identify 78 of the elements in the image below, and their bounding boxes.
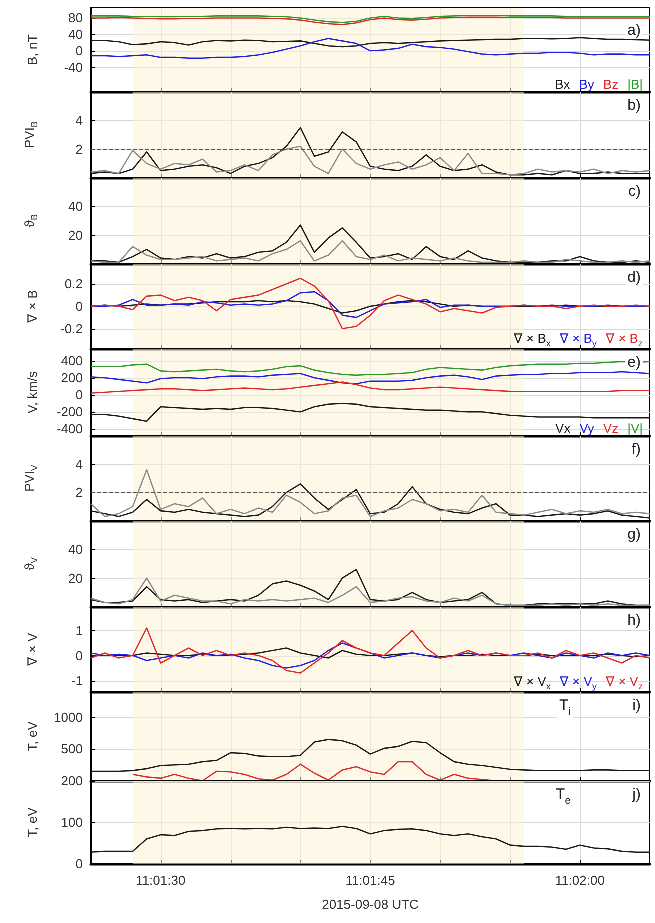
annotation: h)	[628, 612, 642, 629]
y-tick-label: -0.2	[60, 321, 83, 336]
line-series	[90, 628, 651, 674]
line-series	[90, 382, 651, 394]
x-axis-title: 2015-09-08 UTC	[322, 897, 419, 912]
line-series	[90, 402, 651, 422]
y-tick-label: 2	[76, 142, 83, 157]
x-tick-label: 11:01:30	[136, 873, 186, 888]
y-axis-title: ∇ × B	[25, 290, 40, 324]
y-axis-title: ∇ × V	[25, 632, 40, 667]
y-tick-label: 200	[61, 774, 83, 788]
text: Bz	[603, 77, 619, 92]
y-axis-title: ϑB	[22, 214, 40, 228]
y-axis-title: T, eV	[25, 807, 40, 838]
y-tick-label: 1000	[54, 710, 83, 725]
series-label: By	[579, 77, 595, 92]
line-series	[90, 484, 651, 519]
line-series	[90, 16, 651, 26]
y-tick-label: 40	[68, 27, 83, 42]
line-series	[90, 648, 651, 659]
annotation: c)	[628, 183, 642, 200]
line-series	[90, 15, 651, 24]
y-tick-label: 200	[61, 370, 83, 386]
y-tick-label: -1	[71, 673, 83, 688]
y-tick-label: 400	[61, 353, 83, 368]
x-tick-label: 11:02:00	[555, 873, 605, 888]
y-tick-label: 4	[76, 113, 83, 128]
y-axis-title: ϑV	[22, 556, 40, 571]
x-tick-label: 11:01:45	[346, 873, 396, 888]
y-axis-title: B, nT	[25, 34, 40, 66]
annotation: g)	[628, 526, 642, 543]
line-series	[90, 469, 651, 518]
line-series	[90, 240, 651, 264]
line-series	[90, 739, 651, 772]
y-tick-label: 1	[76, 623, 83, 638]
y-tick-label: 500	[61, 742, 83, 757]
line-series	[132, 761, 497, 782]
series-label: Vx	[556, 421, 572, 436]
text: Bx	[555, 77, 571, 92]
y-tick-label: 4	[76, 456, 83, 472]
line-series	[90, 642, 651, 669]
line-series	[90, 127, 651, 176]
annotation: j)	[632, 786, 642, 803]
y-tick-label: 2	[76, 485, 83, 500]
y-axis-title: V, km/s	[25, 370, 40, 414]
annotation: i)	[632, 697, 642, 714]
y-tick-label: 0	[76, 299, 83, 314]
y-axis-title: T, eV	[25, 721, 40, 752]
line-series	[90, 371, 651, 385]
y-axis-title: PVIV	[22, 464, 40, 492]
annotation: b)	[628, 97, 642, 114]
text: Vy	[580, 421, 595, 436]
y-tick-label: 0.2	[64, 276, 83, 292]
y-tick-label: 20	[68, 570, 83, 586]
line-series	[90, 38, 651, 60]
text: |B|	[628, 77, 644, 92]
y-tick-label: 40	[68, 542, 83, 558]
y-tick-label: 100	[61, 815, 83, 830]
y-tick-label: -40	[64, 60, 83, 75]
y-tick-label: -400	[56, 422, 83, 437]
y-tick-label: -200	[56, 404, 83, 420]
annotation: a)	[628, 22, 642, 39]
line-series	[90, 578, 651, 606]
text: Vz	[603, 421, 619, 436]
y-tick-label: 80	[68, 10, 83, 26]
y-tick-label: 0	[76, 44, 83, 59]
y-tick-label: 20	[68, 228, 83, 243]
line-series	[90, 826, 651, 854]
annotation: d)	[628, 269, 642, 286]
y-axis-title: PVIB	[22, 121, 40, 149]
y-tick-label: 0	[76, 648, 83, 664]
text: |V|	[628, 421, 644, 436]
annotation: e)	[628, 354, 642, 371]
annotation: f)	[632, 441, 642, 458]
y-tick-label: 0	[76, 388, 83, 403]
y-tick-label: 0	[76, 856, 83, 872]
line-series	[90, 146, 651, 176]
y-tick-label: 40	[68, 199, 83, 214]
